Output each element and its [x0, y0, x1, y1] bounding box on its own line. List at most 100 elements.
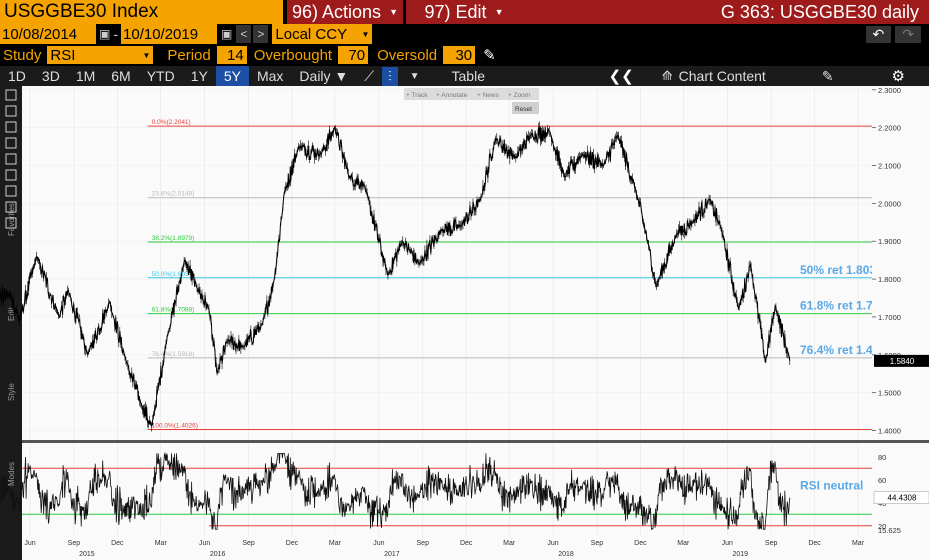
- period-button-1m[interactable]: 1M: [75, 68, 96, 84]
- ret-annotation: 76.4% ret 1.4026: [800, 343, 893, 357]
- ret-annotation: 50% ret 1.8034: [800, 263, 883, 277]
- study-bar: Study RSI ▼ Period 14 Overbought 70 Over…: [0, 44, 929, 66]
- period-button-ytd[interactable]: YTD: [146, 68, 175, 84]
- period-input[interactable]: 14: [216, 46, 247, 64]
- x-month-label: Jun: [547, 540, 558, 547]
- currency-select[interactable]: Local CCY ▼: [272, 24, 373, 44]
- text-tool-icon[interactable]: [5, 169, 17, 181]
- ray-tool-icon[interactable]: [5, 137, 17, 149]
- dropdown-arrow-icon: ▼: [389, 7, 398, 17]
- period-button-1y[interactable]: 1Y: [190, 68, 208, 84]
- x-month-label: Dec: [634, 540, 647, 547]
- annotate-icon[interactable]: ✎: [821, 67, 834, 84]
- start-date-field[interactable]: 10/08/2014: [0, 24, 96, 44]
- period-button-6m[interactable]: 6M: [111, 68, 131, 84]
- fib-tool-icon[interactable]: [5, 185, 17, 197]
- x-month-label: Sep: [242, 540, 255, 547]
- end-date-field[interactable]: 10/10/2019: [121, 24, 218, 44]
- x-month-label: Dec: [808, 540, 821, 547]
- chart-content-button[interactable]: Chart Content: [679, 66, 766, 86]
- rsi-tick-label: 20: [878, 522, 886, 531]
- rsi-axis-bg: [872, 443, 929, 535]
- price-panel: [22, 86, 872, 440]
- channel-tool-icon[interactable]: [5, 153, 17, 165]
- x-month-label: Mar: [155, 540, 168, 547]
- reset-button-bg[interactable]: [512, 102, 539, 114]
- x-year-label: 2015: [79, 551, 95, 558]
- last-value-badge: [874, 354, 929, 367]
- mini-tool-reset[interactable]: Reset: [515, 106, 532, 113]
- oversold-input[interactable]: 30: [443, 46, 476, 64]
- chart-content-label: Chart Content: [678, 68, 766, 84]
- edit-menu[interactable]: 97) Edit ▼: [406, 0, 522, 24]
- period-button-1d[interactable]: 1D: [8, 68, 26, 84]
- rsi-last-value-text: 44.4308: [888, 494, 917, 503]
- shape-tool-icon[interactable]: [5, 217, 17, 229]
- date-range-bar: 10/08/2014 ▣ - 10/10/2019 ▣ < > Local CC…: [0, 24, 929, 44]
- price-series: [0, 121, 791, 432]
- side-tab-modes[interactable]: Modes: [7, 462, 16, 486]
- chart-title-text: G 363: USGGBE30 daily: [720, 1, 919, 22]
- redo-icon[interactable]: ↷: [895, 25, 921, 43]
- crosshair-icon[interactable]: [5, 105, 17, 117]
- chart-title: G 363: USGGBE30 daily: [522, 0, 929, 24]
- side-tab-edit[interactable]: Edit: [7, 306, 16, 321]
- x-month-label: Mar: [852, 540, 865, 547]
- mini-tool-zoom[interactable]: + Zoom: [508, 92, 530, 99]
- x-month-label: Dec: [460, 540, 473, 547]
- y-tick-label: 1.4000: [878, 427, 901, 436]
- overbought-input[interactable]: 70: [338, 46, 369, 64]
- actions-label: 96) Actions: [292, 1, 382, 22]
- title-bar: USGGBE30 Index 96) Actions ▼ 97) Edit ▼ …: [0, 0, 929, 24]
- x-month-label: Sep: [68, 540, 81, 547]
- mini-tool-annotate[interactable]: + Annotate: [436, 92, 468, 99]
- x-month-label: Jun: [199, 540, 210, 547]
- chevron-down-icon: ▼: [361, 29, 370, 39]
- chart-content-icon: ⟰: [661, 68, 673, 83]
- cursor-icon[interactable]: [5, 89, 17, 101]
- prev-arrow-icon[interactable]: <: [236, 25, 252, 43]
- collapse-icon[interactable]: ❮❮: [608, 68, 634, 85]
- side-tab-style[interactable]: Style: [7, 383, 16, 401]
- next-arrow-icon[interactable]: >: [253, 25, 269, 43]
- x-month-label: Sep: [765, 540, 778, 547]
- period-button-3d[interactable]: 3D: [41, 68, 60, 84]
- pencil-icon[interactable]: ✎: [483, 47, 496, 64]
- study-select[interactable]: RSI ▼: [47, 46, 154, 64]
- period-button-max[interactable]: Max: [256, 68, 284, 84]
- calendar-icon[interactable]: ▣: [221, 27, 233, 41]
- ret-annotation: 61.8% ret 1.7088: [800, 299, 893, 313]
- table-button[interactable]: Table: [444, 66, 493, 86]
- gear-icon[interactable]: ⚙: [891, 68, 905, 85]
- x-month-label: Dec: [111, 540, 124, 547]
- actions-menu[interactable]: 96) Actions ▼: [287, 0, 403, 24]
- undo-icon[interactable]: ↶: [865, 25, 892, 43]
- mini-toolbar[interactable]: + Track + Annotate + News + Zoom Reset: [404, 88, 539, 114]
- calendar-icon[interactable]: ▣: [99, 27, 111, 41]
- line-tool-icon[interactable]: [5, 121, 17, 133]
- line-chart-icon[interactable]: ⟋: [364, 67, 375, 84]
- frequency-select[interactable]: Daily ▼: [291, 66, 356, 86]
- bar-chart-icon[interactable]: ⫶: [382, 66, 398, 86]
- x-month-label: Dec: [286, 540, 299, 547]
- mini-tool-track[interactable]: + Track: [406, 92, 428, 99]
- range-dash: -: [113, 26, 119, 42]
- x-year-label: 2017: [384, 551, 400, 558]
- period-button-5y[interactable]: 5Y: [215, 66, 249, 86]
- chart-area[interactable]: Favorites Edit Style Modes 0.0%(2.2041) 23.6…: [0, 86, 929, 560]
- overbought-label: Overbought: [253, 46, 333, 64]
- measure-tool-icon[interactable]: [5, 201, 17, 213]
- side-tab-favorites[interactable]: Favorites: [7, 203, 16, 236]
- price-line: [0, 125, 791, 427]
- y-tick-label: 1.8000: [878, 275, 901, 284]
- x-axis-bg: [22, 535, 929, 560]
- overbought-value: 70: [348, 46, 366, 64]
- mini-tool-news[interactable]: + News: [477, 92, 500, 99]
- x-month-label: Jun: [24, 540, 35, 547]
- ticker-field[interactable]: USGGBE30 Index: [0, 0, 283, 24]
- period-label: Period: [167, 46, 211, 64]
- fib-label: 50.0%(1.8034): [152, 271, 195, 278]
- chart-type-dropdown-icon[interactable]: ▼: [409, 70, 420, 82]
- fib-label: 23.6%(2.0149): [152, 191, 195, 198]
